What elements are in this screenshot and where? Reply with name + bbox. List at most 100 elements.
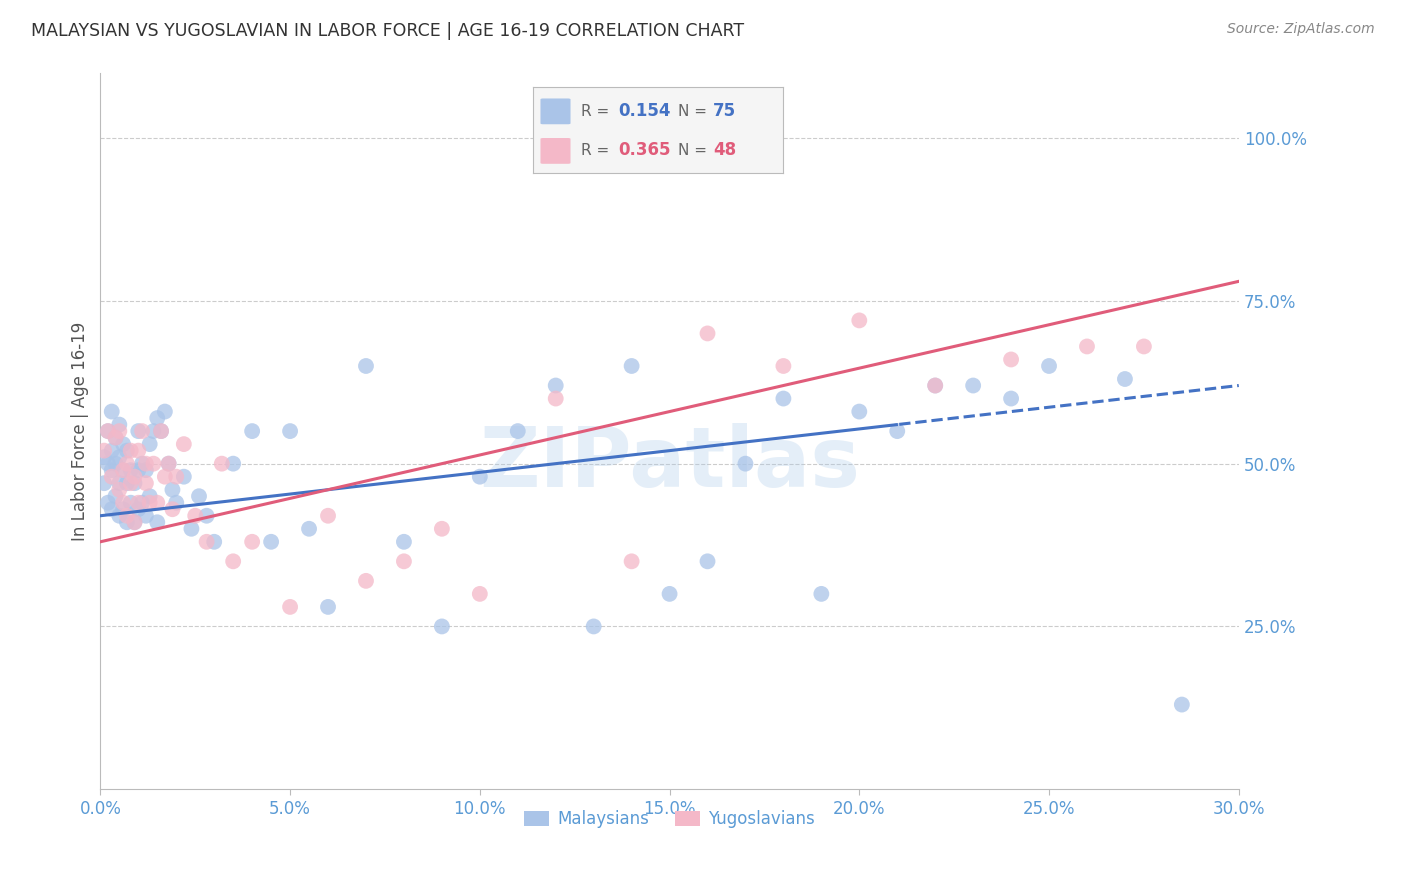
Point <box>93 443 115 458</box>
Point <box>165 469 187 483</box>
Point <box>142 457 165 471</box>
Point <box>97 424 120 438</box>
Point <box>316 599 339 614</box>
Point <box>135 476 157 491</box>
Point <box>468 469 491 483</box>
Point <box>848 313 870 327</box>
Point <box>97 457 120 471</box>
Point <box>157 457 180 471</box>
Point <box>222 554 245 568</box>
Point <box>211 457 233 471</box>
Point <box>104 431 127 445</box>
Point <box>104 489 127 503</box>
Point <box>127 443 149 458</box>
Point <box>734 457 756 471</box>
Point <box>180 522 202 536</box>
Point <box>240 534 263 549</box>
Point <box>1133 339 1156 353</box>
Point <box>188 489 211 503</box>
Point <box>112 463 135 477</box>
Point <box>848 404 870 418</box>
Point <box>108 424 131 438</box>
Point <box>392 534 415 549</box>
Point <box>124 515 146 529</box>
Point <box>104 457 127 471</box>
Point <box>162 502 184 516</box>
Point <box>108 417 131 432</box>
Point <box>127 502 149 516</box>
Point <box>810 587 832 601</box>
Point <box>115 508 138 523</box>
Point <box>772 359 794 373</box>
Point <box>146 496 169 510</box>
Point <box>150 424 173 438</box>
Point <box>120 443 142 458</box>
Point <box>582 619 605 633</box>
Point <box>135 463 157 477</box>
Point <box>138 437 160 451</box>
Point <box>544 392 567 406</box>
Point <box>278 599 301 614</box>
Point <box>142 424 165 438</box>
Point <box>135 457 157 471</box>
Point <box>100 404 122 418</box>
Point <box>93 450 115 464</box>
Point <box>173 469 195 483</box>
Point <box>696 554 718 568</box>
Point <box>195 534 218 549</box>
Point <box>112 463 135 477</box>
Point <box>131 424 153 438</box>
Point <box>392 554 415 568</box>
Point <box>115 515 138 529</box>
Point <box>131 496 153 510</box>
Point <box>120 476 142 491</box>
Point <box>1000 352 1022 367</box>
Point <box>298 522 321 536</box>
Point <box>620 359 643 373</box>
Point <box>93 476 115 491</box>
Point <box>544 378 567 392</box>
Point <box>157 457 180 471</box>
Point <box>162 483 184 497</box>
Point <box>1076 339 1098 353</box>
Point <box>100 443 122 458</box>
Point <box>195 508 218 523</box>
Point <box>127 496 149 510</box>
Point <box>924 378 946 392</box>
Y-axis label: In Labor Force | Age 16-19: In Labor Force | Age 16-19 <box>72 321 89 541</box>
Point <box>772 392 794 406</box>
Point <box>153 404 176 418</box>
Point <box>354 359 377 373</box>
Point <box>108 483 131 497</box>
Point <box>620 554 643 568</box>
Point <box>120 463 142 477</box>
Point <box>120 496 142 510</box>
Point <box>1038 359 1060 373</box>
Point <box>1171 698 1194 712</box>
Point <box>1000 392 1022 406</box>
Legend: Malaysians, Yugoslavians: Malaysians, Yugoslavians <box>517 804 821 835</box>
Point <box>115 443 138 458</box>
Text: ZIPatlas: ZIPatlas <box>479 423 860 504</box>
Point <box>115 457 138 471</box>
Point <box>127 424 149 438</box>
Text: Source: ZipAtlas.com: Source: ZipAtlas.com <box>1227 22 1375 37</box>
Point <box>100 469 122 483</box>
Point <box>146 515 169 529</box>
Point <box>354 574 377 588</box>
Point <box>124 515 146 529</box>
Point <box>100 463 122 477</box>
Point <box>150 424 173 438</box>
Point <box>115 476 138 491</box>
Point <box>202 534 225 549</box>
Point <box>108 450 131 464</box>
Point <box>696 326 718 341</box>
Point <box>138 496 160 510</box>
Point <box>222 457 245 471</box>
Point <box>924 378 946 392</box>
Point <box>112 496 135 510</box>
Point <box>886 424 908 438</box>
Point <box>468 587 491 601</box>
Point <box>240 424 263 438</box>
Point <box>97 424 120 438</box>
